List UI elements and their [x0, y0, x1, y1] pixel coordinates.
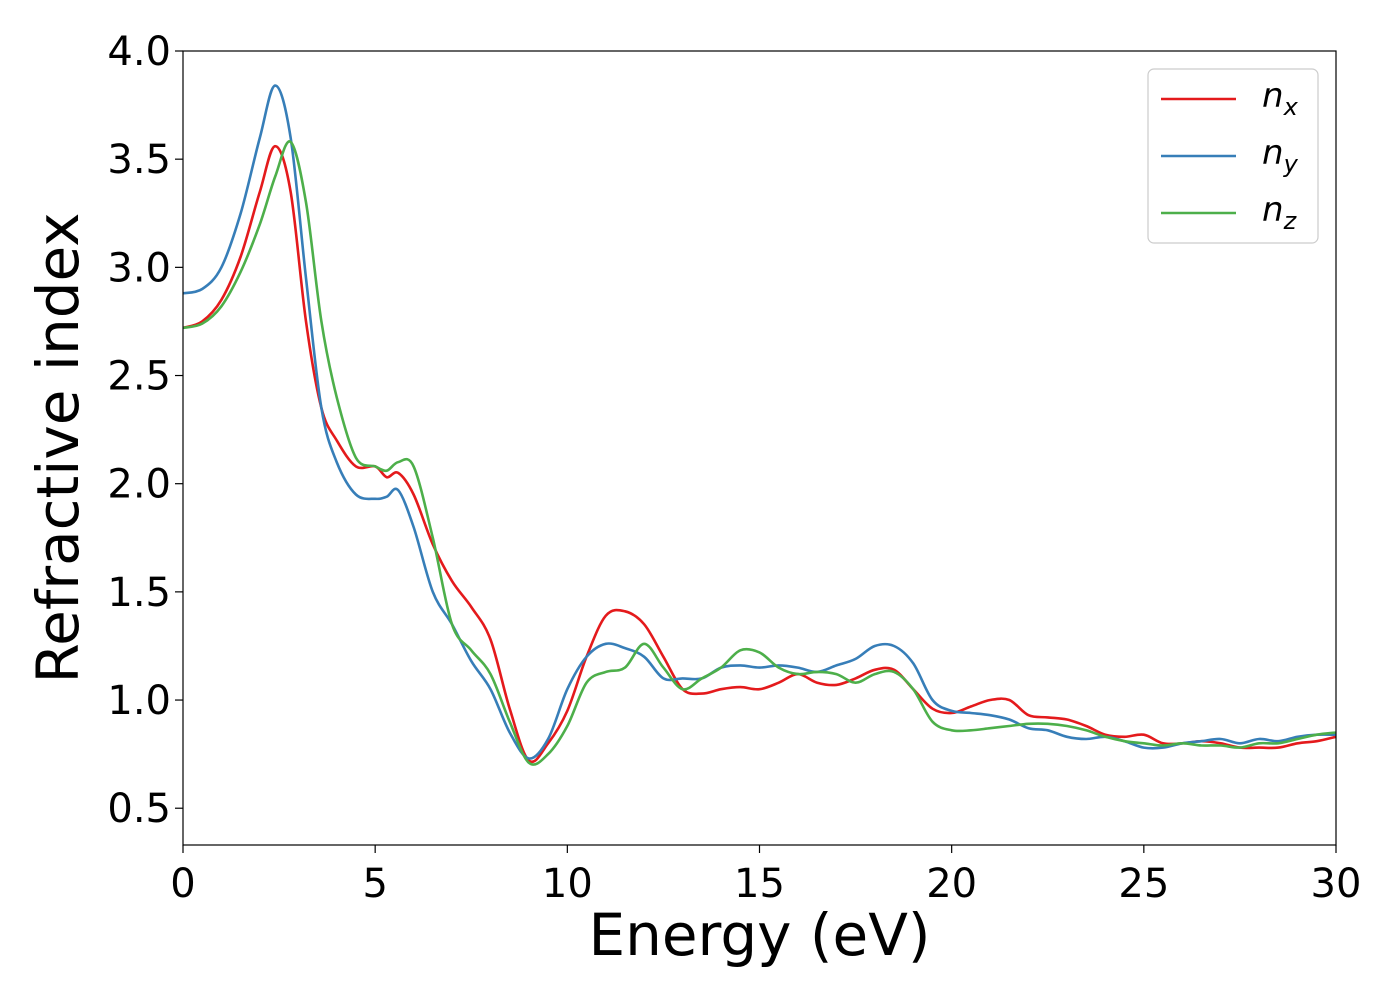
x-tick-label: 30 — [1311, 861, 1362, 907]
legend-label-nx: nx — [1262, 76, 1299, 121]
legend: nx ny nz — [1147, 68, 1319, 244]
x-tick-label: 10 — [542, 861, 593, 907]
x-axis-label: Energy (eV) — [588, 901, 930, 969]
y-tick-label: 3.5 — [107, 137, 171, 183]
series-layer — [182, 84, 1337, 766]
series-line-nx — [182, 144, 1337, 764]
ticks-layer: 0 5 10 15 20 25 30 0.5 1.0 1.5 2.0 2.5 3.0 3.5 4.0 — [107, 29, 1361, 907]
y-tick-label: 1.5 — [107, 570, 171, 616]
y-tick-label: 0.5 — [107, 786, 171, 832]
legend-label-nz: nz — [1262, 190, 1298, 235]
series-line-ny — [182, 84, 1337, 760]
y-axis-label: Refractive index — [24, 212, 92, 683]
x-tick-label: 25 — [1118, 861, 1169, 907]
x-tick-label: 0 — [170, 861, 195, 907]
y-tick-label: 1.0 — [107, 678, 171, 724]
y-tick-label: 4.0 — [107, 29, 171, 75]
x-tick-label: 15 — [734, 861, 785, 907]
x-tick-label: 5 — [362, 861, 387, 907]
y-tick-label: 2.0 — [107, 462, 171, 508]
y-tick-label: 2.5 — [107, 354, 171, 400]
legend-label-ny: ny — [1262, 133, 1299, 178]
series-line-nz — [182, 140, 1337, 766]
x-tick-label: 20 — [926, 861, 977, 907]
y-tick-label: 3.0 — [107, 245, 171, 291]
